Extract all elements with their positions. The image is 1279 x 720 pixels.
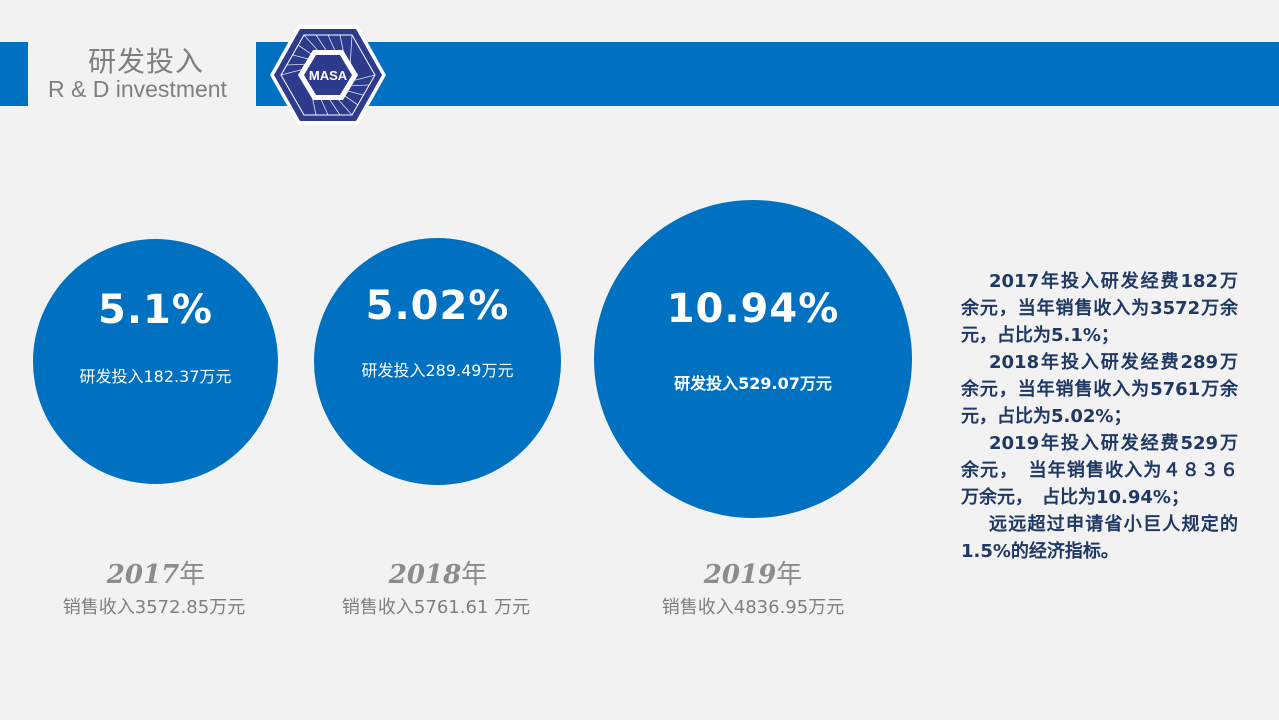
percent-value: 5.02% bbox=[365, 283, 510, 329]
page-title: 研发投入 bbox=[88, 45, 205, 78]
summary-paragraph-2017: 2017年投入研发经费182万余元，当年销售收入为3572万余元，占比为5.1%… bbox=[961, 271, 1238, 346]
summary-paragraph-2019: 2019年投入研发经费529万余元， 当年销售收入为４８３６万余元， 占比为10… bbox=[961, 433, 1238, 508]
rd-investment-label: 研发投入182.37万元 bbox=[79, 367, 232, 386]
rd-investment-label: 研发投入529.07万元 bbox=[674, 374, 832, 393]
year-label-2019: 2019年 bbox=[633, 554, 873, 591]
year-suffix: 年 bbox=[179, 560, 206, 590]
percent-value: 10.94% bbox=[666, 286, 840, 332]
circle-2019: 10.94% 研发投入529.07万元 bbox=[594, 200, 912, 518]
year-number: 2019 bbox=[703, 560, 777, 590]
masa-logo: MASA bbox=[270, 25, 386, 125]
circle-2018: 5.02% 研发投入289.49万元 bbox=[314, 238, 561, 485]
circle-2017: 5.1% 研发投入182.37万元 bbox=[33, 239, 278, 484]
year-suffix: 年 bbox=[776, 560, 803, 590]
sales-revenue-2018: 销售收入5761.61 万元 bbox=[341, 597, 531, 618]
year-suffix: 年 bbox=[461, 560, 488, 590]
rd-investment-label: 研发投入289.49万元 bbox=[361, 361, 514, 380]
year-label-2018: 2018年 bbox=[318, 554, 558, 591]
percent-value: 5.1% bbox=[98, 287, 213, 333]
sales-revenue-2017: 销售收入3572.85万元 bbox=[62, 597, 246, 618]
summary-paragraph-2018: 2018年投入研发经费289万余元，当年销售收入为5761万余元，占比为5.02… bbox=[961, 352, 1238, 427]
summary-text: 2017年投入研发经费182万余元，当年销售收入为3572万余元，占比为5.1%… bbox=[961, 268, 1238, 565]
sales-revenue-2019: 销售收入4836.95万元 bbox=[661, 597, 845, 618]
page-subtitle: R & D investment bbox=[48, 76, 227, 102]
year-label-2017: 2017年 bbox=[36, 554, 276, 591]
header-bar-right bbox=[256, 42, 1279, 106]
logo-text: MASA bbox=[309, 68, 348, 83]
year-number: 2017 bbox=[106, 560, 180, 590]
summary-conclusion: 远远超过申请省小巨人规定的1.5%的经济指标。 bbox=[961, 514, 1238, 562]
year-number: 2018 bbox=[388, 560, 462, 590]
header-bar-left bbox=[0, 42, 28, 106]
